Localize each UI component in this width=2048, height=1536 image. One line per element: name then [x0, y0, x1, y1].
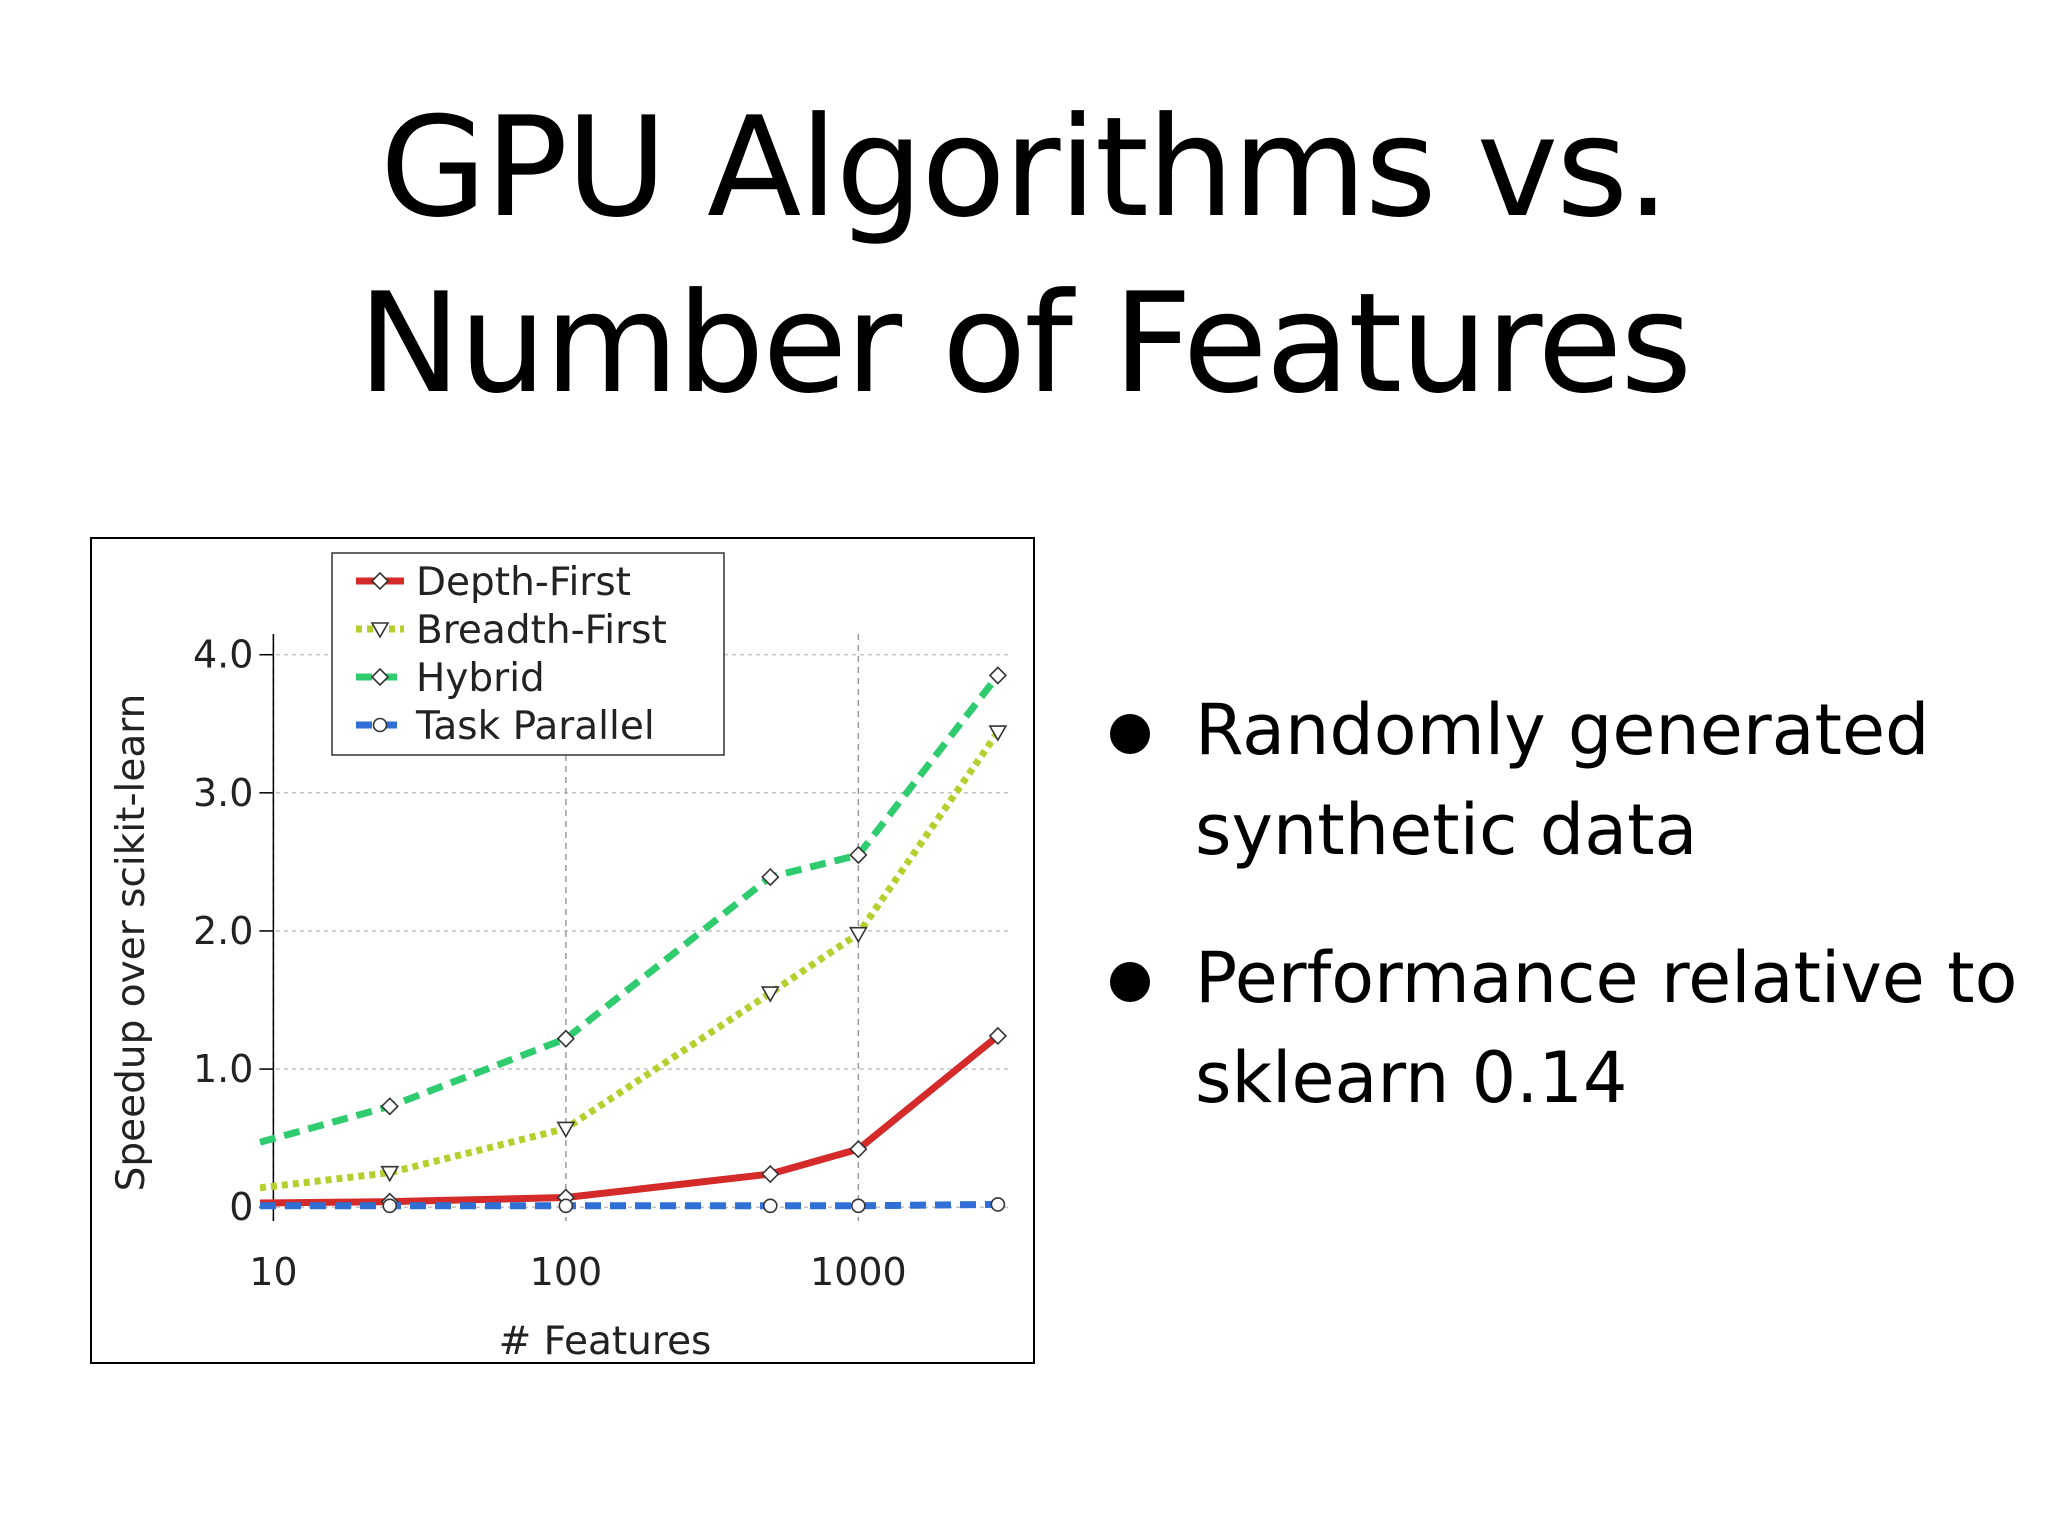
data-point-breadth-first — [380, 1165, 400, 1183]
legend-label-breadth-first: Breadth-First — [416, 608, 667, 653]
slide-title: GPU Algorithms vs. Number of Features — [0, 80, 2048, 432]
series-line-breadth-first — [259, 730, 1001, 1192]
bullet-text: Performance relative to sklearn 0.14 — [1195, 937, 2018, 1119]
y-tick-label: 0 — [229, 1185, 253, 1229]
data-point-depth-first — [849, 1140, 868, 1159]
data-point-task-parallel — [382, 1198, 398, 1214]
chart-frame: 0 1.0 2.0 3.0 4.0 10 100 1000 # Features Speedup … — [90, 537, 1035, 1364]
slide-title-line-2: Number of Features — [357, 263, 1692, 424]
bullet-text: Randomly generated synthetic data — [1195, 689, 1930, 871]
series-line-task-parallel — [260, 1200, 998, 1210]
legend-marker-hybrid — [370, 667, 390, 687]
y-axis-label: Speedup over scikit-learn — [109, 694, 154, 1192]
series-line-hybrid — [259, 673, 1001, 1146]
legend-label-hybrid: Hybrid — [416, 656, 545, 701]
data-point-hybrid — [849, 845, 868, 865]
data-point-depth-first — [988, 1026, 1008, 1046]
data-point-breadth-first — [556, 1121, 576, 1139]
x-tick-label: 1000 — [810, 1250, 907, 1294]
legend-box — [331, 552, 725, 756]
x-tick-label: 10 — [249, 1250, 297, 1294]
x-tick-label: 100 — [530, 1250, 603, 1294]
data-point-hybrid — [761, 867, 780, 887]
bullet-dot-icon — [1110, 714, 1150, 754]
legend-label-depth-first: Depth-First — [416, 560, 631, 605]
data-point-hybrid — [556, 1029, 575, 1048]
y-tick-label: 4.0 — [193, 633, 253, 677]
data-point-depth-first — [761, 1164, 780, 1184]
legend-label-task-parallel: Task Parallel — [415, 704, 655, 749]
data-point-breadth-first — [848, 926, 868, 944]
speedup-line-chart: 0 1.0 2.0 3.0 4.0 10 100 1000 # Features Speedup … — [109, 552, 1010, 1362]
bullet-list: Randomly generated synthetic data Perfor… — [1110, 680, 2030, 1176]
data-point-task-parallel — [762, 1198, 778, 1214]
bullet-item: Performance relative to sklearn 0.14 — [1110, 928, 2030, 1128]
series-line-depth-first — [259, 1033, 1001, 1207]
legend-marker-breadth-first — [370, 622, 390, 639]
bullet-item: Randomly generated synthetic data — [1110, 680, 2030, 880]
data-point-task-parallel — [851, 1198, 866, 1214]
data-point-task-parallel — [990, 1197, 1006, 1212]
legend-marker-depth-first — [370, 571, 390, 591]
data-point-breadth-first — [760, 986, 780, 1003]
legend-marker-task-parallel — [372, 717, 388, 733]
x-axis-label: # Features — [499, 1319, 712, 1362]
y-tick-label: 2.0 — [193, 909, 253, 953]
y-tick-label: 3.0 — [193, 771, 253, 815]
data-point-task-parallel — [558, 1198, 574, 1214]
data-point-breadth-first — [988, 725, 1008, 742]
data-point-hybrid — [380, 1097, 399, 1116]
bullet-dot-icon — [1110, 962, 1150, 1002]
slide-title-line-1: GPU Algorithms vs. — [379, 87, 1670, 248]
y-tick-label: 1.0 — [193, 1047, 253, 1091]
data-point-hybrid — [988, 666, 1008, 685]
